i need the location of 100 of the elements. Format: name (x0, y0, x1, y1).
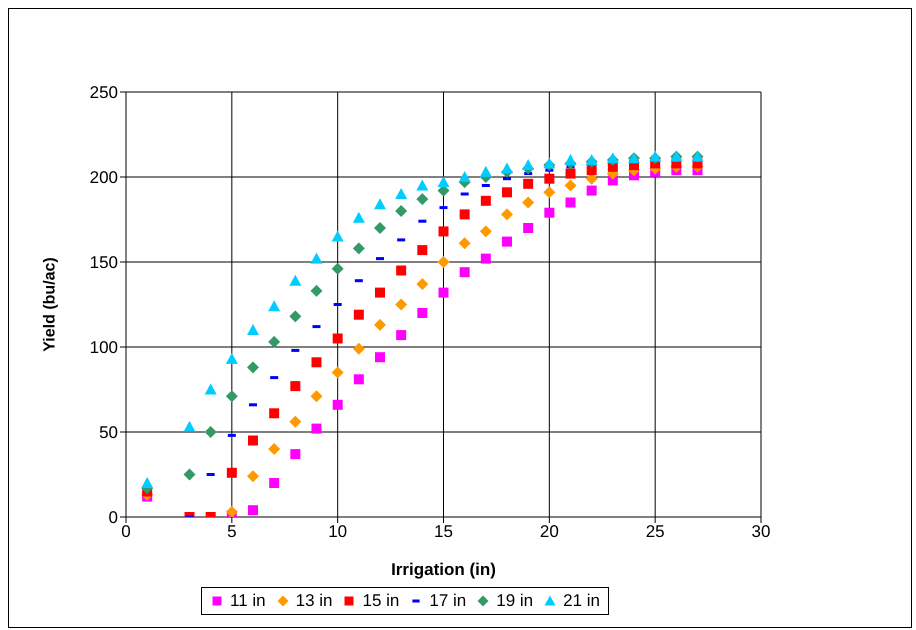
legend-label: 13 in (296, 591, 332, 611)
point (564, 154, 576, 165)
point (395, 205, 408, 217)
point (269, 408, 280, 418)
point (417, 245, 428, 256)
point (460, 267, 470, 278)
point (416, 193, 428, 206)
point (332, 400, 343, 410)
point (375, 288, 385, 298)
point (502, 236, 512, 247)
point (141, 477, 154, 488)
legend-label: 15 in (362, 591, 400, 611)
point (247, 470, 259, 482)
legend-label: 21 in (563, 591, 600, 611)
point (310, 390, 322, 402)
point (480, 254, 491, 264)
point (332, 230, 344, 242)
legend-label: 11 in (230, 591, 266, 611)
point (543, 157, 556, 168)
point (352, 212, 365, 223)
point (501, 162, 513, 174)
point (460, 209, 470, 220)
point (184, 420, 196, 432)
point (438, 176, 450, 188)
point (204, 384, 217, 394)
point (268, 336, 280, 348)
point (522, 159, 534, 170)
legend-label: 17 in (429, 591, 466, 611)
point (332, 334, 343, 344)
point (586, 186, 597, 196)
point (458, 171, 471, 182)
y-tick-label: 200 (90, 168, 118, 188)
point (268, 300, 280, 312)
point (268, 443, 280, 455)
x-tick-label: 0 (121, 522, 131, 542)
point (374, 198, 386, 210)
x-tick-label: 15 (434, 522, 453, 542)
point (522, 196, 534, 208)
y-tick-label: 0 (108, 508, 118, 528)
point (416, 180, 428, 190)
point (395, 188, 408, 199)
point (289, 310, 302, 322)
point (184, 468, 196, 480)
x-tick-label: 25 (646, 522, 665, 542)
x-tick-label: 10 (328, 522, 348, 542)
point (354, 310, 364, 320)
x-tick-label: 20 (540, 522, 559, 542)
point (269, 478, 280, 488)
point (226, 390, 238, 402)
point (438, 288, 448, 298)
point (417, 308, 428, 318)
point (586, 165, 597, 176)
point (248, 505, 258, 516)
point (458, 237, 471, 250)
y-tick-label: 150 (90, 253, 118, 272)
y-axis-title: Yield (bu/ac) (42, 257, 59, 352)
point (543, 186, 556, 198)
y-tick-label: 100 (90, 338, 118, 358)
point (566, 168, 576, 179)
point (289, 274, 302, 286)
point (374, 222, 386, 234)
point (289, 416, 302, 428)
point (606, 152, 619, 164)
point (374, 318, 386, 331)
point (566, 198, 576, 208)
point (480, 225, 492, 238)
point (544, 208, 554, 218)
point (332, 262, 344, 275)
point (480, 196, 491, 206)
point (332, 366, 344, 378)
point (586, 154, 598, 165)
point (501, 208, 513, 220)
point (352, 242, 365, 254)
point (226, 352, 238, 364)
point (248, 436, 258, 446)
x-axis-title: Irrigation (in) (391, 560, 496, 579)
point (312, 357, 322, 368)
point (564, 180, 576, 192)
point (310, 284, 322, 297)
point (312, 424, 322, 434)
point (438, 256, 450, 268)
x-tick-label: 30 (752, 522, 770, 542)
point (354, 374, 364, 384)
point (247, 361, 259, 374)
point (480, 166, 492, 177)
point (396, 330, 406, 340)
point (438, 226, 448, 236)
point (204, 426, 217, 438)
point (523, 223, 534, 233)
point (226, 468, 237, 478)
point (395, 298, 408, 310)
point (247, 324, 259, 335)
point (290, 449, 300, 460)
point (290, 381, 300, 392)
y-tick-label: 250 (90, 83, 118, 102)
point (375, 352, 385, 362)
point (523, 178, 534, 189)
point (226, 506, 238, 517)
point (310, 252, 322, 264)
point (352, 342, 365, 355)
